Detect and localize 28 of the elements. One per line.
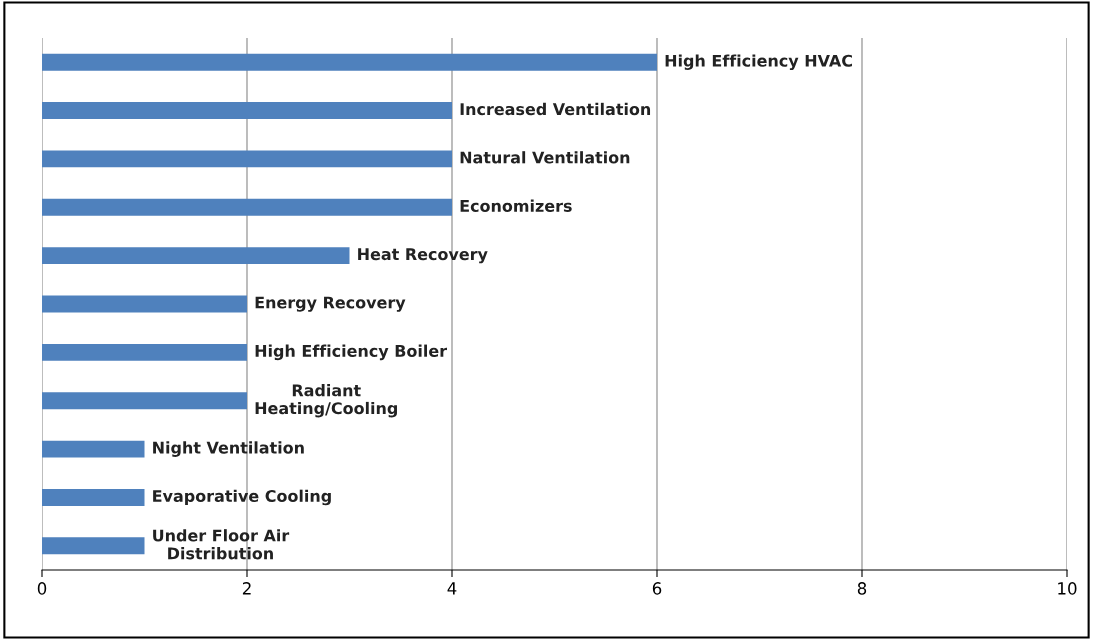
x-tick-label: 2 xyxy=(242,582,251,595)
bar xyxy=(42,392,247,410)
y-tick-label: Heat Recovery xyxy=(358,248,488,264)
y-tick-label: Economizers xyxy=(460,199,572,212)
bar xyxy=(42,102,452,120)
bar xyxy=(42,537,145,555)
bar xyxy=(42,440,145,458)
bar xyxy=(42,343,247,361)
bar xyxy=(42,488,145,506)
y-tick-label: Under Floor Air Distribution xyxy=(153,529,290,560)
x-tick-label: 4 xyxy=(447,582,457,595)
bar xyxy=(42,53,657,71)
bar xyxy=(42,247,350,265)
y-tick-label: Evaporative Cooling xyxy=(153,489,331,506)
y-tick-label: Night Ventilation xyxy=(153,441,304,457)
y-tick-label: High Efficiency HVAC xyxy=(665,54,852,70)
y-tick-label: High Efficiency Boiler xyxy=(255,344,448,361)
y-tick-label: Energy Recovery xyxy=(255,296,406,312)
bar xyxy=(42,198,452,216)
x-tick-label: 6 xyxy=(652,582,662,595)
x-tick-label: 0 xyxy=(37,582,47,595)
bar xyxy=(42,150,452,168)
y-tick-label: Natural Ventilation xyxy=(460,151,630,164)
x-tick-label: 10 xyxy=(1058,582,1077,595)
y-tick-label: Increased Ventilation xyxy=(460,102,651,116)
bar xyxy=(42,295,247,313)
y-tick-label: Radiant Heating/Cooling xyxy=(255,383,397,418)
x-tick-label: 8 xyxy=(857,582,867,595)
